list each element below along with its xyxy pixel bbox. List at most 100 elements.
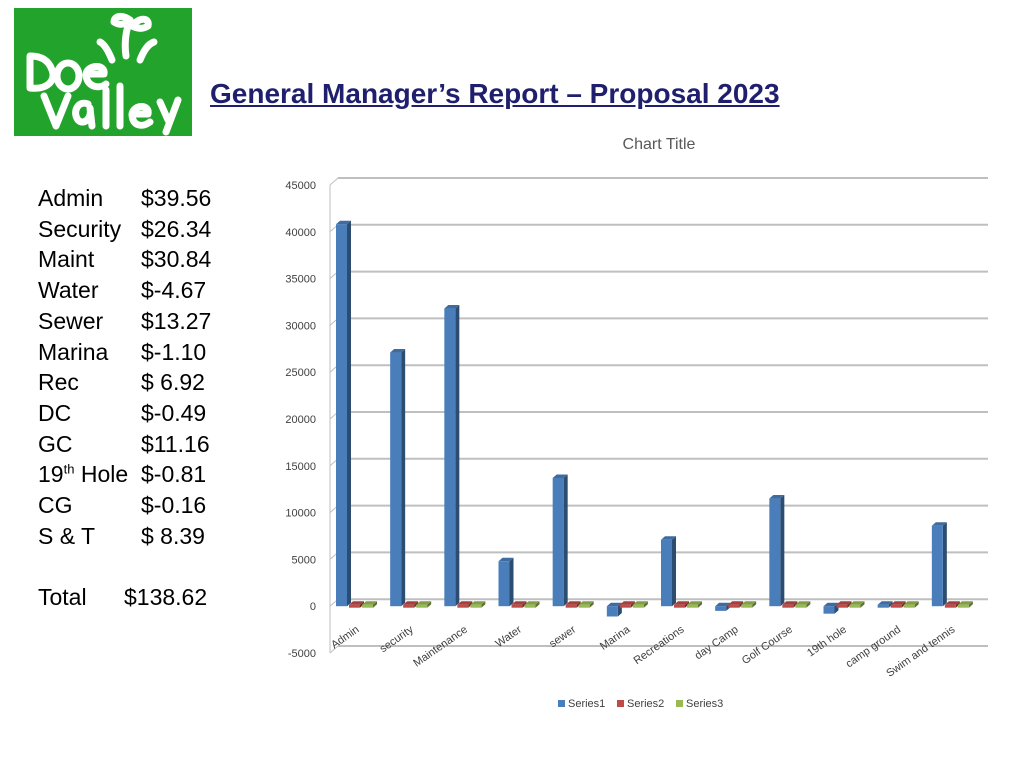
bar-top (470, 601, 486, 605)
bar-side (509, 557, 514, 607)
summary-row-label: Water (38, 275, 141, 306)
bar-side (955, 601, 960, 608)
bar (511, 604, 523, 608)
bar (769, 498, 781, 607)
summary-label-text: 19 (38, 461, 64, 488)
bar-side (739, 601, 744, 608)
bar-top (524, 601, 540, 605)
bar-side (643, 601, 648, 608)
summary-row: Sewer $13.27 (38, 306, 211, 337)
legend-label: Series3 (686, 698, 723, 710)
bar (931, 525, 943, 607)
bar (619, 604, 631, 608)
logo-stem-left (96, 38, 116, 64)
logo-letter-e (82, 63, 110, 91)
bar (877, 604, 889, 608)
total-label: Total (38, 584, 87, 610)
bar-side (780, 495, 785, 607)
logo-letter-d (26, 52, 57, 92)
bar-top (336, 220, 351, 225)
bar (498, 561, 510, 607)
bar-top (565, 601, 581, 605)
bar-top (444, 305, 460, 309)
summary-row-label: Maint (38, 244, 141, 275)
bar-top (944, 601, 960, 605)
bar-top (931, 522, 947, 526)
bar-top (836, 601, 852, 605)
legend-swatch (558, 700, 565, 707)
bar-side (563, 474, 568, 607)
summary-row-value: $13.27 (141, 307, 212, 334)
gridline-slant (329, 645, 339, 654)
doe-valley-logo (14, 8, 192, 136)
bar (944, 604, 956, 608)
bar-side (360, 601, 364, 608)
bar-side (806, 601, 811, 608)
bar-top (849, 601, 865, 605)
bar-top (661, 536, 676, 540)
summary-row-label: CG (38, 490, 141, 521)
logo-letter-e2 (128, 103, 154, 129)
x-tick-label: Admin (329, 624, 361, 652)
bar-side (901, 601, 906, 608)
bar-side (455, 305, 460, 607)
bar (903, 604, 915, 608)
summary-row-label: Security (38, 214, 141, 245)
bar-top (578, 601, 594, 605)
bar-top (552, 474, 568, 478)
bar-side (373, 601, 377, 608)
bar (416, 604, 428, 608)
summary-row-value: $-0.81 (141, 461, 207, 488)
summary-label-text: DC (38, 399, 72, 426)
bar-top (782, 601, 798, 605)
bar-top (728, 601, 744, 605)
bar-side (427, 601, 432, 608)
page-title: General Manager’s Report – Proposal 2023 (210, 78, 780, 109)
bar-side (414, 601, 419, 608)
summary-row: CG $-0.16 (38, 490, 211, 521)
y-tick-label: 20000 (285, 414, 316, 426)
bar-side (630, 601, 635, 608)
bar-side (752, 601, 757, 608)
logo-leaf-right (128, 15, 152, 32)
summary-label-text: Admin (38, 185, 104, 211)
summary-row: GC $11.16 (38, 429, 211, 460)
bar (728, 604, 740, 608)
legend-label: Series1 (568, 698, 605, 710)
summary-row: S & T $ 8.39 (38, 521, 211, 552)
doe-valley-logo-graphic (14, 8, 192, 136)
bar (403, 604, 415, 608)
bar-top (957, 601, 973, 605)
summary-row-value: $-1.10 (141, 338, 207, 365)
bar (457, 604, 469, 608)
bar-side (685, 601, 689, 608)
summary-row-value: $ 8.39 (141, 522, 205, 549)
summary-row: Marina $-1.10 (38, 337, 211, 368)
x-tick-label: security (378, 623, 416, 655)
bar-side (468, 601, 473, 608)
bar-side (522, 601, 527, 608)
bar (606, 606, 618, 617)
bar (849, 604, 861, 608)
bar-side (481, 601, 486, 608)
bar-top (457, 601, 473, 605)
bar (565, 604, 577, 608)
bar-top (390, 349, 406, 353)
y-tick-label: 40000 (285, 227, 316, 239)
summary-label-text: GC (38, 430, 73, 457)
bar-side (576, 601, 581, 608)
bar-top (511, 601, 527, 605)
summary-row: DC $-0.49 (38, 398, 211, 429)
bar-side (672, 536, 676, 607)
y-tick-label: 10000 (285, 508, 316, 520)
bar (524, 604, 536, 608)
bar (823, 606, 835, 614)
summary-row: Maint $30.84 (38, 244, 211, 275)
logo-stem-right (136, 38, 158, 64)
bar-top (715, 602, 731, 607)
bar-side (589, 601, 594, 608)
bar-side (968, 601, 973, 608)
y-tick-label: 15000 (285, 461, 316, 473)
bar-top (890, 601, 906, 605)
y-tick-label: 45000 (285, 180, 316, 192)
